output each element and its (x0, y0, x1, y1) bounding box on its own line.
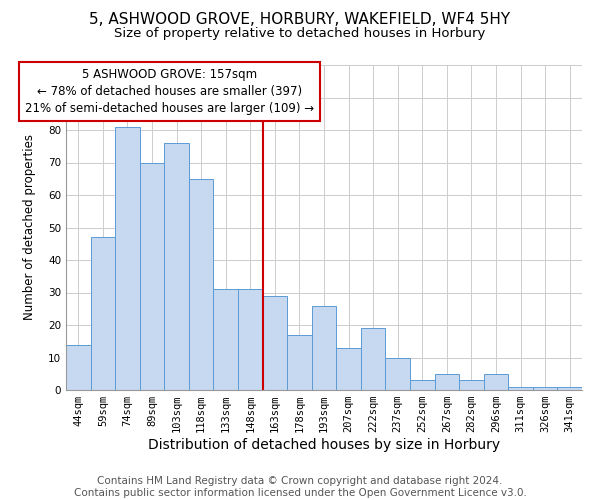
Bar (140, 162, 164, 390)
Text: Contains HM Land Registry data © Crown copyright and database right 2024.
Contai: Contains HM Land Registry data © Crown c… (74, 476, 526, 498)
Text: Size of property relative to detached houses in Horbury: Size of property relative to detached ho… (115, 28, 485, 40)
Bar (312, 306, 336, 390)
Bar (410, 380, 434, 390)
Bar (336, 348, 361, 390)
Bar (557, 387, 582, 390)
Y-axis label: Number of detached properties: Number of detached properties (23, 134, 36, 320)
Text: 5 ASHWOOD GROVE: 157sqm
← 78% of detached houses are smaller (397)
21% of semi-d: 5 ASHWOOD GROVE: 157sqm ← 78% of detache… (25, 68, 314, 116)
Bar (214, 289, 238, 390)
Bar (189, 179, 214, 390)
Bar (385, 358, 410, 390)
Bar (459, 380, 484, 390)
Text: 5, ASHWOOD GROVE, HORBURY, WAKEFIELD, WF4 5HY: 5, ASHWOOD GROVE, HORBURY, WAKEFIELD, WF… (89, 12, 511, 28)
Bar (91, 238, 115, 390)
Bar (164, 143, 189, 390)
Bar (263, 296, 287, 390)
Bar (287, 335, 312, 390)
Bar (508, 387, 533, 390)
Bar (361, 328, 385, 390)
Bar (66, 344, 91, 390)
Bar (434, 374, 459, 390)
Bar (484, 374, 508, 390)
Bar (238, 289, 263, 390)
Bar (533, 387, 557, 390)
Bar (115, 126, 140, 390)
X-axis label: Distribution of detached houses by size in Horbury: Distribution of detached houses by size … (148, 438, 500, 452)
